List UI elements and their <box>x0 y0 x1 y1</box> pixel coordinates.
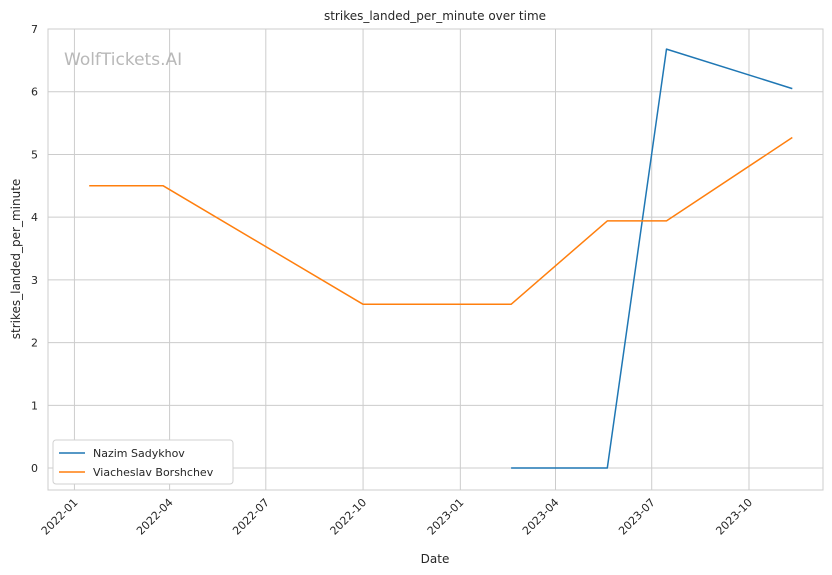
chart-title: strikes_landed_per_minute over time <box>324 9 546 23</box>
y-tick-label: 5 <box>31 148 38 161</box>
y-tick-label: 6 <box>31 86 38 99</box>
grid-lines <box>48 28 823 490</box>
y-tick-label: 1 <box>31 399 38 412</box>
legend-box <box>52 439 234 485</box>
legend-label-1: Nazim Sadykhov <box>93 447 185 460</box>
x-tick-label: 2023-01 <box>425 496 467 538</box>
y-tick-label: 4 <box>31 211 38 224</box>
series-line-1 <box>511 48 793 469</box>
y-tick-label: 0 <box>31 462 38 475</box>
legend: Nazim Sadykhov Viacheslav Borshchev <box>52 439 234 485</box>
x-tick-label: 2023-07 <box>616 496 658 538</box>
x-tick-label: 2023-04 <box>520 496 562 538</box>
x-axis-label: Date <box>421 552 450 566</box>
y-axis-label: strikes_landed_per_minute <box>9 179 23 340</box>
series-layer <box>89 48 793 469</box>
y-tick-label: 3 <box>31 274 38 287</box>
x-tick-label: 2022-04 <box>134 496 176 538</box>
legend-label-2: Viacheslav Borshchev <box>93 466 214 479</box>
x-tick-label: 2022-10 <box>327 496 369 538</box>
y-tick-label: 7 <box>31 23 38 36</box>
plot-area <box>47 28 824 491</box>
watermark-text: WolfTickets.AI <box>64 50 182 70</box>
x-tick-label: 2022-07 <box>230 496 272 538</box>
y-tick-label: 2 <box>31 337 38 350</box>
x-tick-label: 2023-10 <box>713 496 755 538</box>
x-tick-label: 2022-01 <box>39 496 81 538</box>
series-line-2 <box>89 136 793 306</box>
